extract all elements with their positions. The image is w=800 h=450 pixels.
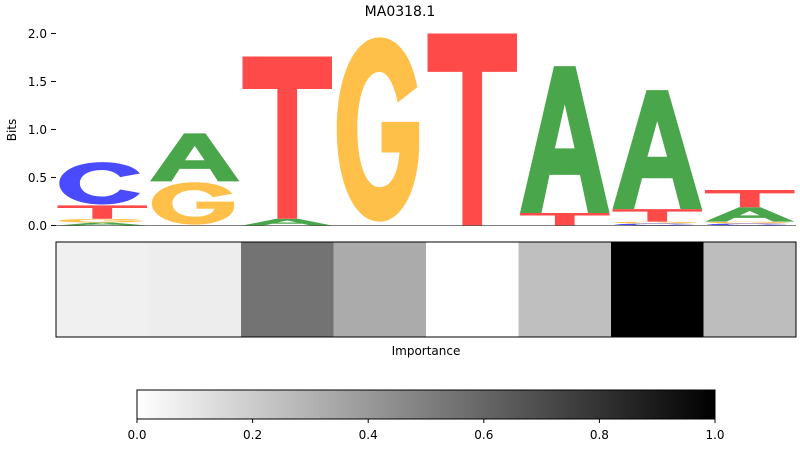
- logo-letter-t: [520, 213, 610, 226]
- logo-letter-a: [57, 222, 147, 226]
- heatmap-cell: [611, 242, 704, 337]
- logo-letter-a: [705, 207, 795, 222]
- logo-y-tick-label: 1.0: [28, 123, 47, 137]
- logo-letter-a: [520, 66, 610, 214]
- logo-letter-t: [612, 209, 702, 222]
- logo-letter-t: [57, 205, 147, 219]
- logo-letter-a: [612, 90, 702, 210]
- logo-column: [520, 66, 610, 226]
- logo-letter-g: [151, 182, 235, 225]
- logo-y-axis-label: Bits: [5, 119, 19, 142]
- logo-column: [150, 133, 240, 225]
- logo-y-tick-label: 1.5: [28, 75, 47, 89]
- logo-letter-t: [705, 189, 795, 208]
- logo-column: [612, 90, 702, 226]
- logo-y-axis: 0.0 0.5 1.0 1.5 2.0: [28, 27, 56, 233]
- logo-title: MA0318.1: [365, 4, 436, 20]
- colorbar: [136, 389, 716, 420]
- importance-heatmap: [56, 242, 797, 337]
- heatmap-cell: [241, 242, 334, 337]
- heatmap-cell: [148, 242, 242, 337]
- logo-y-tick-label: 0.0: [28, 219, 47, 233]
- logo-letter-g: [336, 37, 420, 222]
- colorbar-tick-label: 0.4: [359, 428, 378, 442]
- logo-column: [705, 189, 795, 226]
- colorbar-tick-label: 0.2: [243, 428, 262, 442]
- heatmap-frame: [55, 241, 797, 338]
- colorbar-tick-label: 0.6: [474, 428, 493, 442]
- logo-letter-a: [242, 218, 332, 226]
- sequence-logo: [56, 33, 796, 226]
- logo-y-tick-label: 0.5: [28, 171, 47, 185]
- logo-column: [242, 56, 332, 226]
- logo-letter-g: [614, 221, 697, 224]
- logo-letter-g: [59, 218, 142, 223]
- logo-letter-c: [59, 162, 140, 205]
- colorbar-tick-label: 1.0: [705, 428, 724, 442]
- heatmap-cell: [56, 242, 149, 337]
- heatmap-cell: [518, 242, 612, 337]
- logo-column: [336, 37, 420, 222]
- logo-letter-t: [427, 33, 517, 226]
- heatmap-cell: [333, 242, 427, 337]
- logo-y-tick-label: 2.0: [28, 27, 47, 41]
- logo-letter-c: [614, 223, 695, 226]
- logo-column: [57, 162, 147, 226]
- logo-column: [427, 33, 517, 226]
- logo-letter-t: [242, 56, 332, 219]
- heatmap-x-axis-label: Importance: [392, 344, 461, 358]
- colorbar-axis: 0.0 0.2 0.4 0.6 0.8 1.0: [127, 419, 725, 442]
- logo-letter-c: [706, 223, 788, 226]
- colorbar-tick-label: 0.0: [127, 428, 146, 442]
- heatmap-cell: [426, 242, 519, 337]
- colorbar-tick-label: 0.8: [590, 428, 609, 442]
- heatmap-cell: [703, 242, 797, 337]
- logo-letter-a: [150, 133, 240, 182]
- logo-letter-g: [706, 221, 790, 224]
